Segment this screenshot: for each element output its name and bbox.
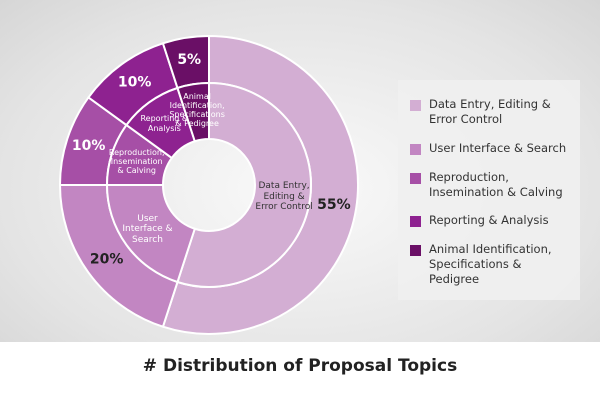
inner-label: Animal Identification, Specifications & … — [169, 91, 225, 129]
value-label: 55% — [317, 197, 351, 213]
inner-label-box: Animal Identification, Specifications & … — [169, 91, 225, 129]
inner-label: Data Entry, Editing & Error Control — [255, 181, 313, 213]
inner-label: User Interface & Search — [122, 214, 173, 245]
inner-segment — [176, 81, 312, 288]
inner-label-box: User Interface & Search — [122, 214, 173, 245]
legend-swatch — [410, 216, 421, 228]
value-label: 10% — [72, 138, 106, 154]
legend-item: User Interface & Search — [410, 141, 574, 156]
legend-item: Reproduction, Insemination & Calving — [410, 170, 574, 200]
legend-swatch — [410, 99, 421, 111]
chart: 55%Data Entry, Editing & Error Control 20… — [58, 34, 359, 335]
inner-label: Reporting & Analysis — [140, 114, 189, 133]
legend-item: Data Entry, Editing & Error Control — [410, 97, 574, 127]
inner-segment — [176, 81, 210, 143]
inner-label-box: Reproduction, Insemination & Calving — [108, 147, 165, 176]
legend: Data Entry, Editing & Error Control User … — [398, 80, 580, 300]
chart-title: # Distribution of Proposal Topics — [142, 356, 458, 376]
legend-item: Reporting & Analysis — [410, 213, 574, 228]
legend-label: Animal Identification, Specifications & … — [429, 242, 552, 287]
legend-label: Reproduction, Insemination & Calving — [429, 169, 563, 199]
value-label: 20% — [90, 251, 124, 267]
inner-label-box: Data Entry, Editing & Error Control — [255, 181, 313, 213]
legend-swatch — [410, 245, 421, 257]
legend-label: Data Entry, Editing & Error Control — [429, 96, 551, 126]
inner-label-box: Reporting & Analysis — [140, 114, 189, 133]
value-label: 5% — [177, 52, 201, 68]
inner-segment — [105, 184, 197, 284]
legend-swatch — [410, 172, 421, 184]
inner-label: Reproduction, Insemination & Calving — [108, 147, 165, 176]
legend-item: Animal Identification, Specifications & … — [410, 242, 574, 287]
legend-label: User Interface & Search — [429, 140, 567, 155]
legend-label: Reporting & Analysis — [429, 213, 549, 228]
legend-swatch — [410, 143, 421, 155]
value-label: 10% — [118, 75, 152, 91]
